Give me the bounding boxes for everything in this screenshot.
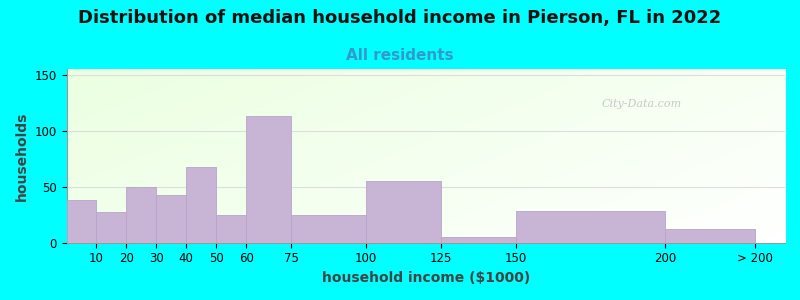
Bar <box>246 116 291 243</box>
Bar <box>216 215 246 243</box>
Bar <box>156 194 186 243</box>
Text: Distribution of median household income in Pierson, FL in 2022: Distribution of median household income … <box>78 9 722 27</box>
X-axis label: household income ($1000): household income ($1000) <box>322 271 530 285</box>
Bar <box>666 229 755 243</box>
Bar <box>441 237 515 243</box>
Text: All residents: All residents <box>346 48 454 63</box>
Text: City-Data.com: City-Data.com <box>602 99 682 109</box>
Bar <box>66 200 97 243</box>
Bar <box>97 212 126 243</box>
Bar <box>291 215 366 243</box>
Bar <box>126 187 156 243</box>
Bar <box>366 181 441 243</box>
Y-axis label: households: households <box>15 111 29 200</box>
Bar <box>186 167 216 243</box>
Bar <box>515 211 666 243</box>
